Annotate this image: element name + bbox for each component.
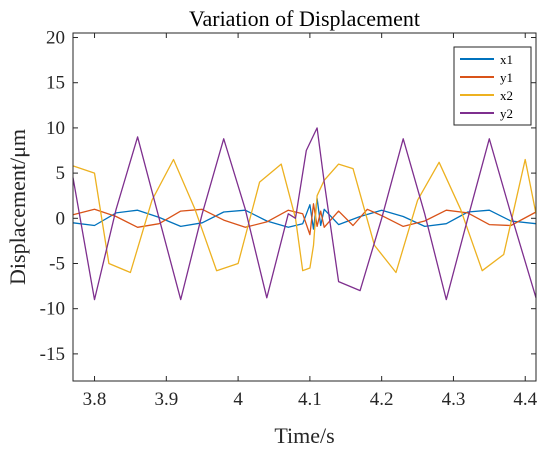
x-tick-label: 4.4: [513, 389, 537, 410]
legend-label-x2: x2: [500, 88, 513, 103]
y-tick-label: -10: [40, 299, 65, 320]
y-tick-label: 10: [46, 118, 65, 139]
legend-label-y1: y1: [500, 70, 513, 85]
x-axis-title: Time/s: [274, 423, 334, 448]
y-tick-label: -5: [49, 253, 65, 274]
axes-box: [72, 32, 537, 382]
series-line-x1: [72, 197, 537, 230]
y-axis-title: Displacement/μm: [5, 129, 30, 285]
y-tick-label: -15: [40, 344, 65, 365]
x-tick-label: 4.3: [442, 389, 466, 410]
legend-label-x1: x1: [500, 52, 513, 67]
x-tick-label: 4: [233, 389, 243, 410]
y-tick-label: 15: [46, 73, 65, 94]
chart-title: Variation of Displacement: [189, 6, 420, 31]
y-tick-label: 20: [46, 28, 65, 49]
x-tick-label: 4.2: [370, 389, 394, 410]
tick-layer: 3.8 3.9 4 4.1 4.2 4.3 4.4 -15 -10 -5 0 5 10 15 20: [40, 28, 538, 410]
y-tick-label: 5: [56, 163, 66, 184]
x-tick-label: 4.1: [298, 389, 322, 410]
series-layer: [72, 127, 537, 301]
x-tick-label: 3.8: [83, 389, 107, 410]
series-line-y2: [72, 127, 537, 301]
legend: x1 y1 x2 y2: [453, 46, 532, 126]
legend-label-y2: y2: [500, 106, 513, 121]
y-tick-label: 0: [56, 208, 66, 229]
x-tick-label: 3.9: [154, 389, 178, 410]
series-line-x2: [72, 158, 537, 274]
